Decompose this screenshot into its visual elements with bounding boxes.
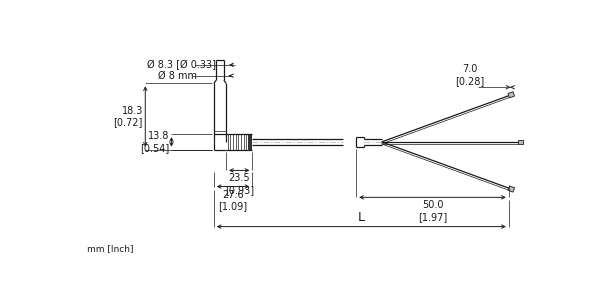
Text: L: L bbox=[358, 211, 365, 224]
Text: Ø 8.3 [Ø 0.33]: Ø 8.3 [Ø 0.33] bbox=[147, 60, 216, 70]
Text: 50.0
[1.97]: 50.0 [1.97] bbox=[418, 200, 447, 222]
Text: 7.0
[0.28]: 7.0 [0.28] bbox=[455, 64, 485, 86]
Text: 13.8
[0.54]: 13.8 [0.54] bbox=[140, 131, 169, 153]
Bar bbox=[247, 134, 252, 150]
Text: mm [Inch]: mm [Inch] bbox=[87, 244, 133, 254]
Polygon shape bbox=[518, 140, 523, 144]
Text: 23.5
[0.93]: 23.5 [0.93] bbox=[225, 173, 254, 195]
Polygon shape bbox=[508, 186, 514, 192]
Text: 18.3
[0.72]: 18.3 [0.72] bbox=[114, 106, 143, 127]
Polygon shape bbox=[508, 92, 514, 98]
Text: Ø 8 mm: Ø 8 mm bbox=[157, 71, 196, 81]
Text: 27.6
[1.09]: 27.6 [1.09] bbox=[218, 190, 247, 211]
